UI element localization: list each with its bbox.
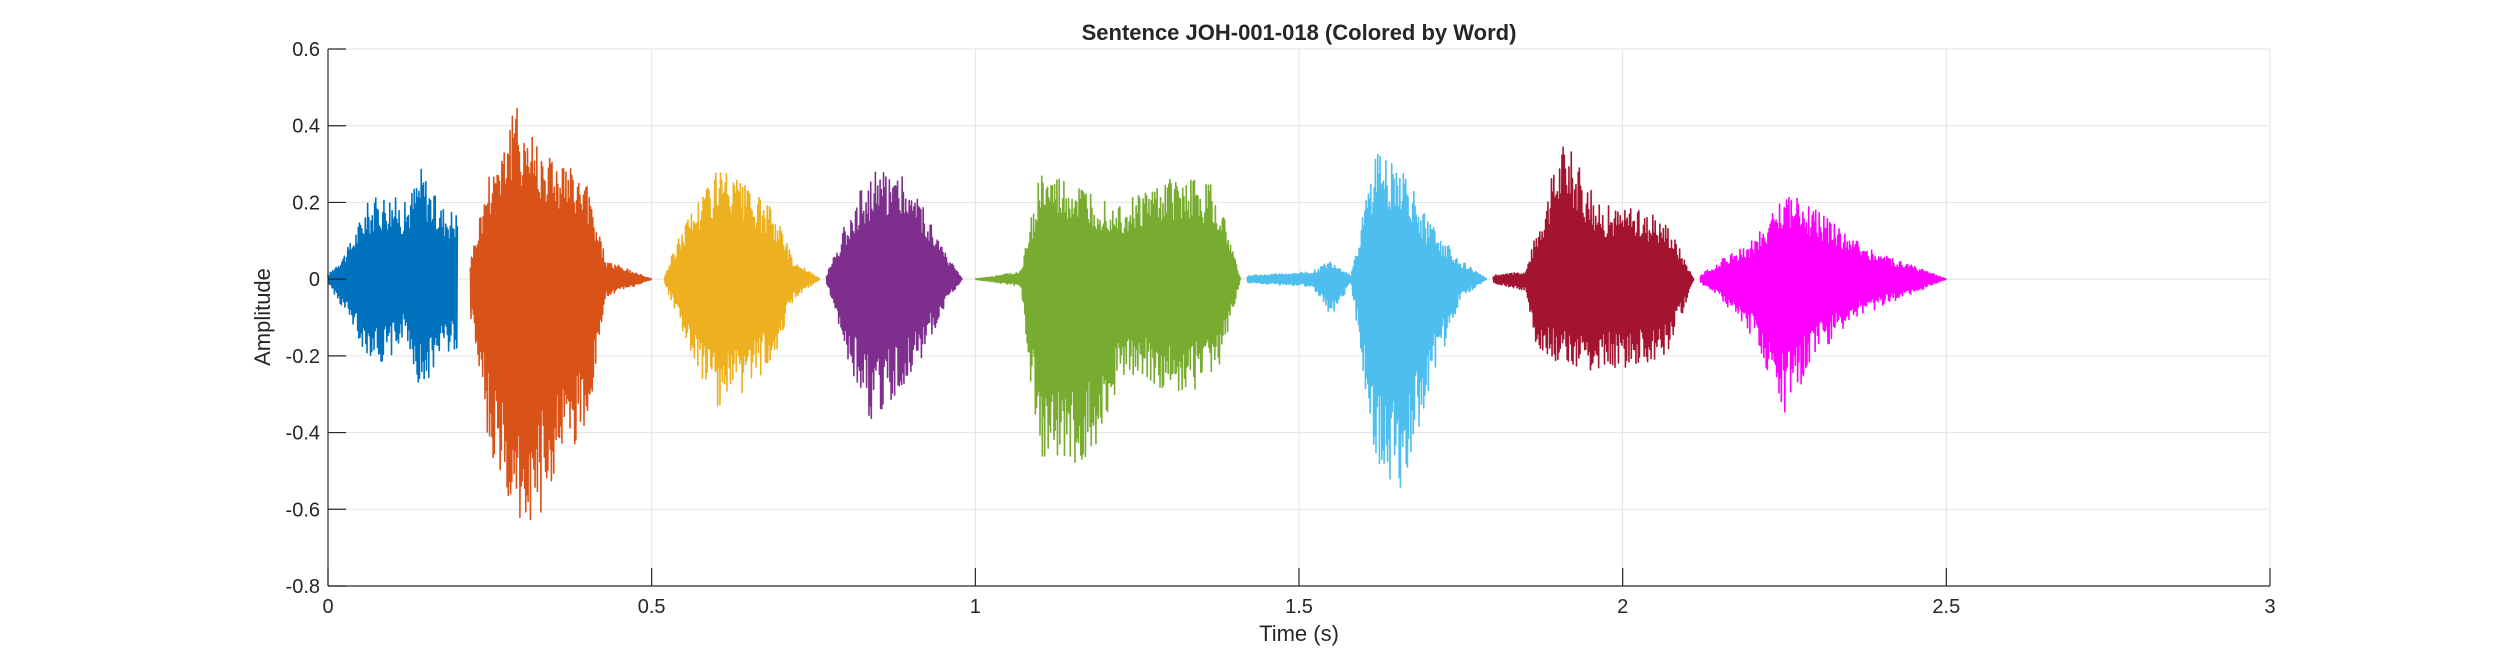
y-tick-label: -0.2 xyxy=(286,346,320,368)
x-tick-label: 1 xyxy=(970,596,981,618)
x-tick-label: 2 xyxy=(1617,596,1628,618)
x-tick-label: 0 xyxy=(322,596,333,618)
word-trace xyxy=(327,168,459,383)
axes xyxy=(327,48,2271,587)
x-axis-label: Time (s) xyxy=(1259,621,1339,646)
y-tick-label: -0.8 xyxy=(286,576,320,598)
word-trace xyxy=(825,171,963,419)
word-trace xyxy=(469,107,652,521)
word-trace xyxy=(663,172,821,407)
y-tick-label: 0.4 xyxy=(292,116,320,138)
x-tick-label: 2.5 xyxy=(1932,596,1960,618)
y-tick-label: -0.4 xyxy=(286,423,320,445)
x-tick-label: 1.5 xyxy=(1285,596,1313,618)
y-tick-label: 0 xyxy=(309,269,320,291)
x-tick-label: 0.5 xyxy=(638,596,666,618)
y-tick-label: 0.2 xyxy=(292,192,320,214)
y-tick-label: -0.6 xyxy=(286,499,320,521)
word-trace xyxy=(1492,146,1695,371)
word-trace xyxy=(975,175,1242,464)
x-tick-label: 3 xyxy=(2264,596,2275,618)
word-trace xyxy=(1699,196,1947,413)
y-tick-labels: -0.8 -0.6 -0.4 -0.2 0 0.2 0.4 0.6 xyxy=(286,39,320,598)
chart-title: Sentence JOH-001-018 (Colored by Word) xyxy=(1082,20,1517,45)
word-traces xyxy=(327,107,1947,521)
y-tick-label: 0.6 xyxy=(292,39,320,61)
x-tick-labels: 0 0.5 1 1.5 2 2.5 3 xyxy=(322,596,2275,618)
y-axis-label: Amplitude xyxy=(250,268,275,366)
